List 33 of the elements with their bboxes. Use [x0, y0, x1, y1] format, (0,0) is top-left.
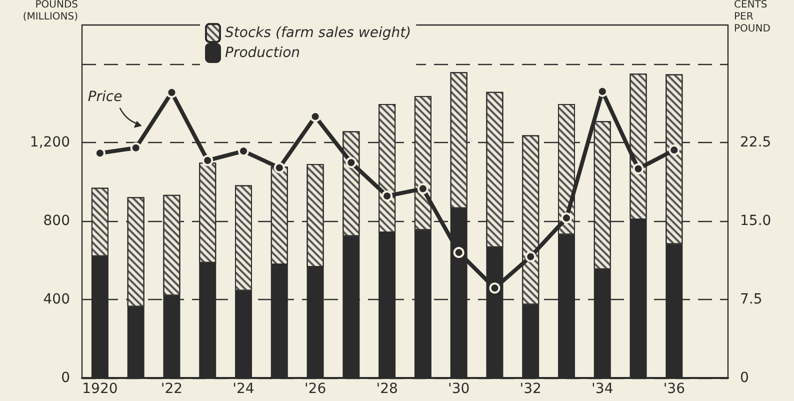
y-tick-label: 1,200	[30, 134, 70, 151]
point	[417, 183, 428, 194]
x-tick-label: '30	[448, 381, 470, 397]
y2-axis-title: CENTS PER POUND	[734, 0, 771, 34]
point	[561, 212, 572, 224]
y2-tick-label: 7.5	[740, 292, 762, 308]
legend-label: Stocks (farm sales weight)	[225, 25, 412, 41]
x-tick-label: '26	[304, 381, 326, 397]
point	[202, 154, 214, 166]
x-tick-label: '34	[592, 381, 614, 397]
point	[668, 144, 680, 156]
point	[525, 251, 536, 262]
point	[489, 282, 500, 294]
legend-label: Production	[225, 45, 300, 61]
point	[346, 157, 357, 168]
x-tick-label: '22	[160, 381, 183, 397]
x-tick-label: 1920	[82, 381, 118, 397]
y-tick-label: 0	[61, 370, 70, 386]
point	[382, 190, 393, 202]
text: Price	[88, 88, 122, 105]
x-tick-label: '36	[663, 381, 686, 397]
y-axis-title: POUNDS (MILLIONS)	[22, 0, 78, 22]
y-tick-label: 400	[43, 292, 70, 308]
point	[453, 246, 464, 258]
x-tick-label: '28	[376, 381, 398, 397]
y2-tick-label: 0	[740, 370, 749, 386]
x-tick-label: '24	[232, 381, 254, 397]
y2-tick-label: 22.5	[740, 134, 772, 151]
point	[274, 162, 285, 174]
y2-tick-label: 15.0	[740, 213, 772, 230]
point	[632, 163, 644, 174]
y-tick-label: 800	[43, 213, 70, 230]
x-tick-label: '32	[520, 381, 542, 397]
